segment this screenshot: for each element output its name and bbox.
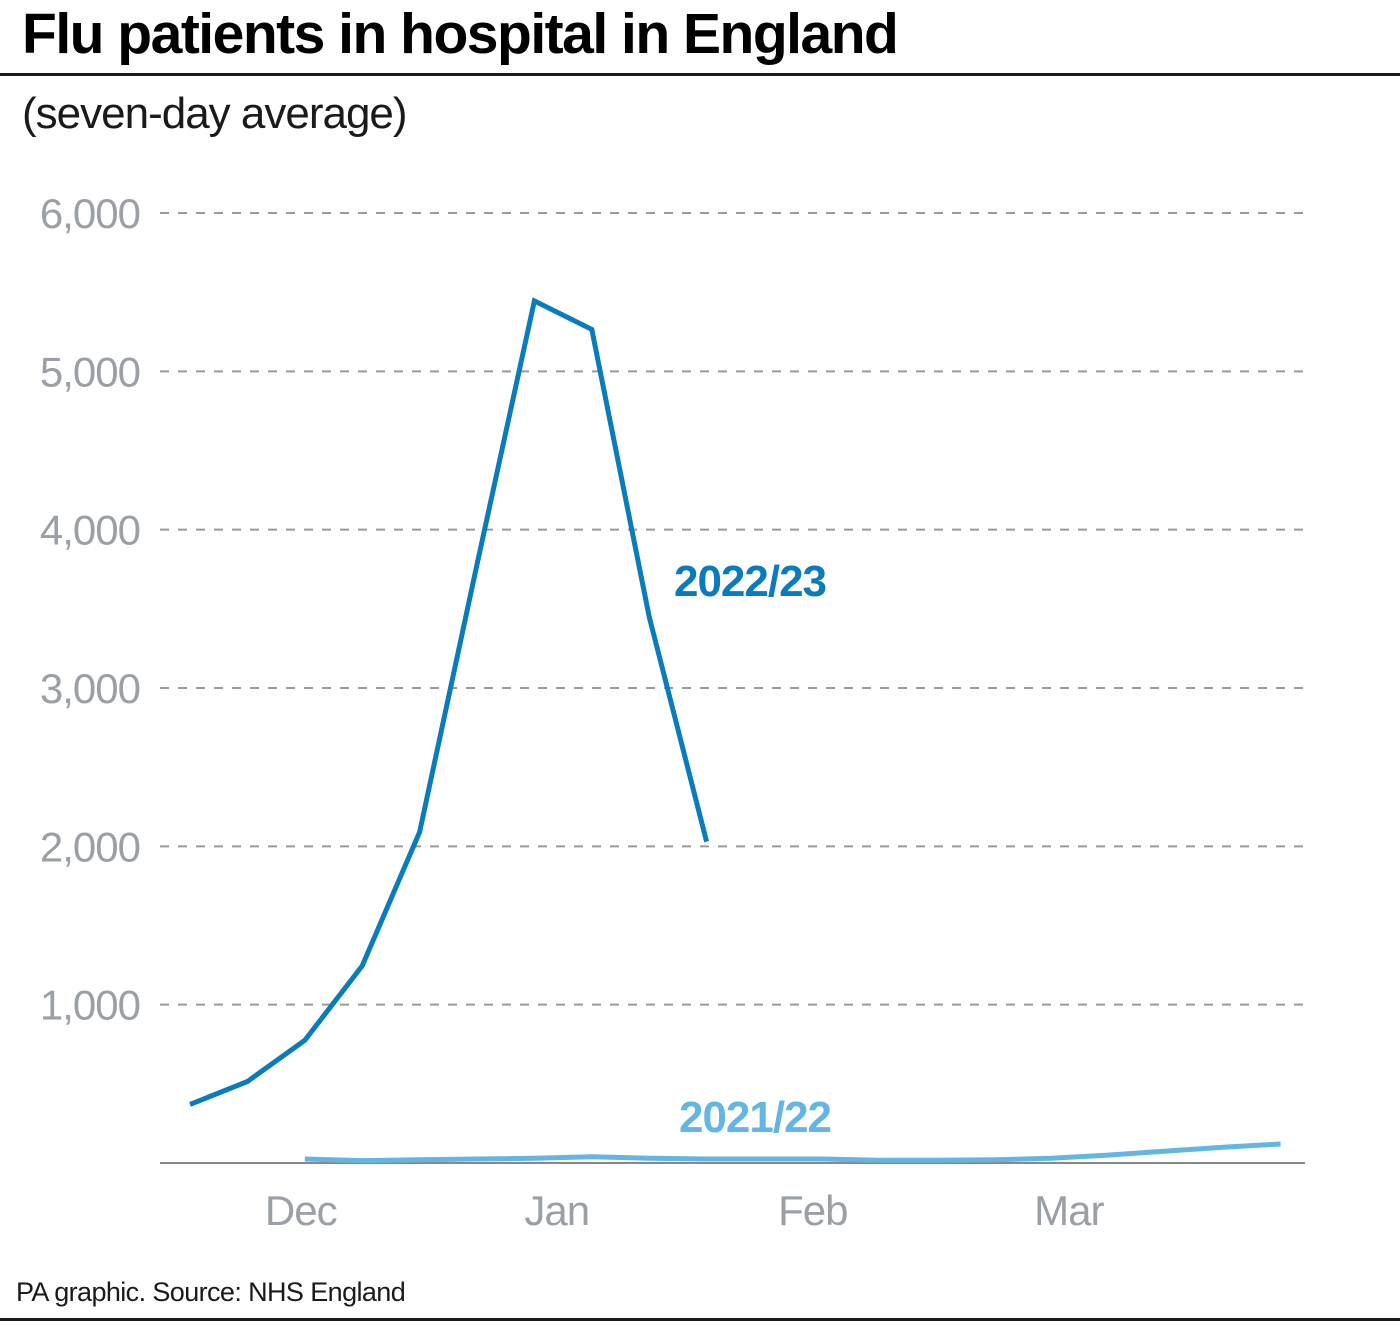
x-tick-label: Feb bbox=[778, 1187, 847, 1234]
series-lines bbox=[189, 297, 1281, 1164]
series-label: 2021/22 bbox=[679, 1093, 831, 1142]
chart-title: Flu patients in hospital in England bbox=[22, 2, 899, 66]
y-tick-label: 1,000 bbox=[40, 982, 140, 1029]
x-axis-tick-labels: Dec Jan Feb Mar bbox=[265, 1187, 1106, 1234]
gridlines bbox=[160, 212, 1305, 1006]
y-tick-label: 4,000 bbox=[40, 507, 140, 554]
series-label: 2022/23 bbox=[674, 557, 826, 606]
y-axis-tick-labels: 1,000 2,000 3,000 4,000 5,000 6,000 bbox=[40, 190, 141, 1029]
series-line-2021-22 bbox=[304, 1141, 1281, 1164]
source-credit: PA graphic. Source: NHS England bbox=[16, 1277, 406, 1307]
y-tick-label: 6,000 bbox=[40, 190, 140, 237]
title-divider bbox=[0, 73, 1400, 76]
footer-divider bbox=[0, 1318, 1400, 1321]
x-tick-label: Jan bbox=[524, 1187, 589, 1234]
series-labels: 2022/23 2021/22 bbox=[674, 557, 832, 1142]
y-tick-label: 5,000 bbox=[40, 348, 140, 395]
y-tick-label: 3,000 bbox=[40, 665, 140, 712]
series-line-2022-23 bbox=[189, 297, 710, 1107]
x-tick-label: Mar bbox=[1034, 1187, 1104, 1234]
chart-subtitle: (seven-day average) bbox=[22, 89, 408, 138]
x-tick-label: Dec bbox=[265, 1187, 337, 1234]
y-tick-label: 2,000 bbox=[40, 823, 140, 870]
